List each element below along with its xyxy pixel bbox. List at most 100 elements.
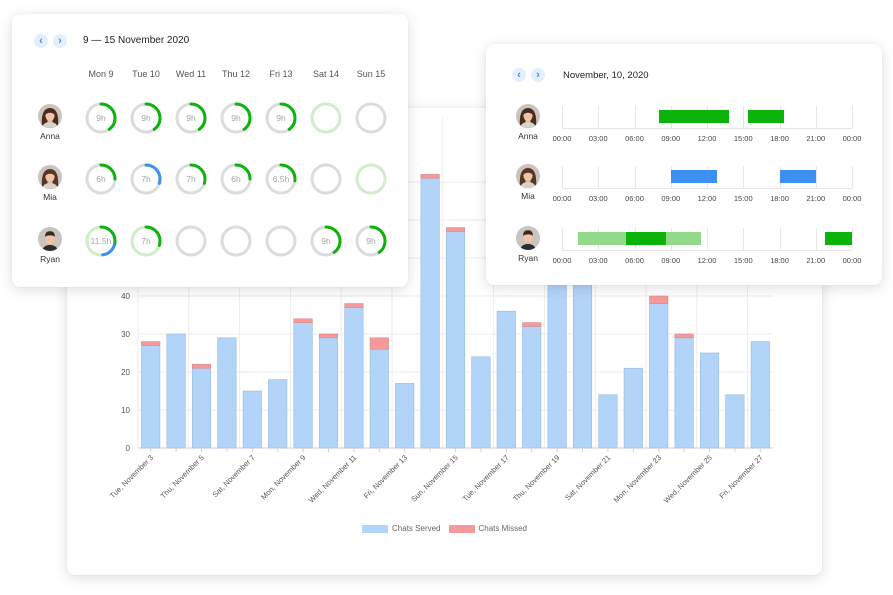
timeline-tick	[852, 228, 853, 250]
legend-item-served[interactable]: Chats Served	[362, 524, 441, 533]
bar-served[interactable]	[522, 326, 542, 449]
y-tick-label: 0	[126, 444, 131, 453]
bar-missed[interactable]	[141, 341, 161, 346]
legend-swatch-served	[362, 524, 389, 533]
ring-progress-green	[130, 225, 162, 257]
timeline-person-ryan[interactable]: Ryan	[508, 226, 548, 263]
timeline-hour-label: 21:00	[806, 134, 826, 143]
bar-served[interactable]	[598, 394, 618, 449]
shift-bar[interactable]	[670, 170, 717, 183]
bar-served[interactable]	[217, 337, 237, 449]
person-anna[interactable]: Anna	[30, 104, 70, 141]
bar-missed[interactable]	[522, 322, 542, 327]
timeline-row[interactable]: 00:00 03:00 06:00 09:00 12:00 15:00 18:00 21:00…	[553, 162, 861, 203]
bar-served[interactable]	[293, 322, 313, 449]
timeline-hour-label: 21:00	[806, 256, 826, 265]
shift-bar[interactable]	[665, 232, 701, 245]
hours-ring[interactable]: 9h	[219, 101, 253, 135]
prev-day-button[interactable]: ‹	[512, 68, 526, 82]
bar-served[interactable]	[445, 231, 466, 449]
bar-served[interactable]	[420, 177, 440, 449]
day-header: Wed 11	[175, 69, 207, 79]
timeline-row[interactable]: 00:00 03:00 06:00 09:00 12:00 15:00 18:00 21:00…	[553, 224, 861, 265]
person-ryan[interactable]: Ryan	[30, 227, 70, 264]
hours-ring[interactable]: 6h	[84, 162, 118, 196]
bar-served[interactable]	[395, 383, 415, 449]
timeline-hour-label: 06:00	[625, 256, 644, 265]
timeline-hour-label: 00:00	[842, 134, 862, 143]
bar-missed[interactable]	[420, 174, 440, 179]
timeline-row[interactable]: 00:00 03:00 06:00 09:00 12:00 15:00 18:00 21:00…	[553, 102, 861, 143]
bar-served[interactable]	[750, 341, 770, 449]
hours-ring[interactable]: 9h	[84, 101, 118, 135]
bar-served[interactable]	[318, 337, 339, 449]
bar-served[interactable]	[496, 310, 516, 449]
bar-served[interactable]	[699, 352, 720, 449]
ring-progress-green	[85, 163, 117, 195]
person-mia[interactable]: Mia	[30, 165, 70, 202]
bar-missed[interactable]	[445, 227, 466, 232]
hours-ring[interactable]	[354, 101, 388, 135]
hours-ring[interactable]	[174, 224, 208, 258]
bar-served[interactable]	[141, 345, 161, 449]
legend-item-missed[interactable]: Chats Missed	[448, 524, 527, 533]
shift-bar[interactable]	[577, 232, 627, 245]
bar-served[interactable]	[191, 367, 212, 449]
hours-ring[interactable]: 11.5h	[84, 224, 118, 258]
hours-ring[interactable]: 9h	[129, 101, 163, 135]
bar-missed[interactable]	[318, 333, 339, 339]
bar-served[interactable]	[268, 379, 288, 449]
bar-served[interactable]	[623, 367, 643, 449]
hours-ring[interactable]	[264, 224, 298, 258]
timeline-person-mia[interactable]: Mia	[508, 164, 548, 201]
hours-ring[interactable]: 6h	[219, 162, 253, 196]
bar-served[interactable]	[547, 265, 567, 449]
hours-ring[interactable]: 9h	[354, 224, 388, 258]
next-day-button[interactable]: ›	[531, 68, 545, 82]
bar-missed[interactable]	[674, 333, 694, 339]
hours-ring[interactable]	[309, 101, 343, 135]
x-tick-label: Mon, November 9	[259, 453, 308, 502]
timeline-hour-label: 15:00	[733, 256, 753, 265]
hours-ring[interactable]: 9h	[264, 101, 298, 135]
bar-missed[interactable]	[293, 318, 313, 323]
hours-ring[interactable]: 7h	[174, 162, 208, 196]
timeline-tick	[634, 166, 636, 188]
hours-ring[interactable]: 9h	[174, 101, 208, 135]
timeline-person-anna[interactable]: Anna	[508, 104, 548, 141]
bar-missed[interactable]	[649, 295, 669, 304]
bar-served[interactable]	[242, 390, 262, 449]
timeline-tick	[562, 166, 563, 188]
shift-bar[interactable]	[626, 232, 666, 245]
bar-served[interactable]	[369, 348, 389, 449]
bar-missed[interactable]	[344, 303, 364, 308]
bar-served[interactable]	[725, 394, 745, 449]
bar-served[interactable]	[572, 257, 593, 449]
hours-ring[interactable]: 7h	[129, 162, 163, 196]
hours-ring[interactable]: 7h	[129, 224, 163, 258]
shift-bar[interactable]	[779, 170, 816, 183]
hours-ring[interactable]	[354, 162, 388, 196]
hours-ring[interactable]: 6.5h	[264, 162, 298, 196]
shift-bar[interactable]	[748, 110, 785, 123]
shift-bar[interactable]	[825, 232, 852, 245]
bar-served[interactable]	[649, 303, 669, 449]
day-header: Mon 9	[88, 69, 114, 79]
bar-served[interactable]	[471, 356, 491, 449]
ring-hours-label: 9h	[276, 113, 286, 123]
avatar	[516, 226, 540, 250]
next-week-button[interactable]: ›	[53, 34, 67, 48]
hours-ring[interactable]: 9h	[309, 224, 343, 258]
bar-served[interactable]	[344, 307, 364, 449]
daily-timeline-card: ‹ › November, 10, 2020 Anna 00:00 03:00 06:…	[486, 44, 882, 285]
hours-ring[interactable]	[219, 224, 253, 258]
hours-ring[interactable]	[309, 162, 343, 196]
timeline-baseline	[562, 250, 852, 251]
bar-missed[interactable]	[369, 337, 389, 350]
shift-bar[interactable]	[658, 110, 729, 123]
bar-missed[interactable]	[191, 364, 212, 369]
bar-served[interactable]	[674, 337, 694, 449]
bar-served[interactable]	[166, 333, 186, 449]
prev-week-button[interactable]: ‹	[34, 34, 48, 48]
y-tick-label: 30	[121, 330, 130, 339]
